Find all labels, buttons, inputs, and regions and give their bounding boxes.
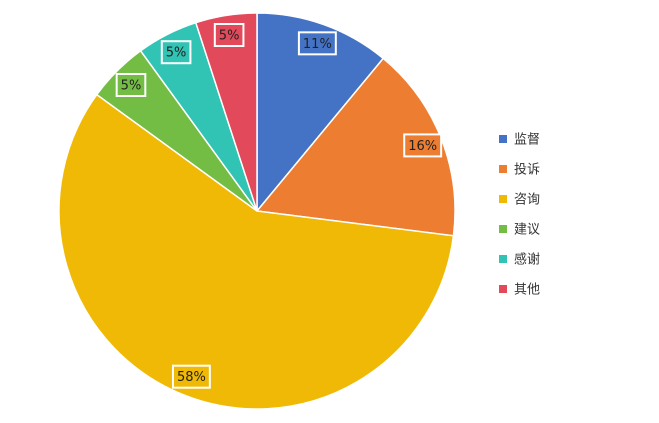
data-label: 5% [115, 72, 147, 97]
legend-label: 监督 [514, 133, 540, 148]
legend-swatch [499, 225, 507, 233]
data-label-text: 5% [219, 28, 240, 43]
data-label: 58% [171, 364, 211, 389]
data-label-box [160, 40, 192, 65]
data-label-text: 5% [166, 46, 187, 61]
pie-slice [256, 12, 385, 214]
legend-swatch [499, 135, 507, 143]
data-label-text: 16% [408, 139, 437, 154]
data-label: 16% [403, 133, 443, 158]
legend-label: 感谢 [514, 252, 540, 268]
data-label-box [403, 133, 443, 158]
data-label-text: 11% [303, 37, 332, 52]
legend-swatch [499, 285, 507, 293]
legend-swatch [499, 255, 507, 263]
pie-slice [194, 12, 258, 212]
data-label: 5% [213, 22, 245, 47]
data-label-text: 5% [121, 78, 142, 93]
data-label: 11% [297, 31, 337, 56]
data-label-box [171, 364, 211, 389]
legend-label: 咨询 [514, 193, 540, 208]
legend-label: 建议 [514, 223, 540, 238]
pie-slice [58, 93, 455, 410]
data-label-box [297, 31, 337, 56]
legend-label: 投诉 [514, 162, 540, 178]
legend-label: 其他 [514, 283, 540, 298]
data-label-text: 58% [177, 370, 206, 385]
legend-swatch [499, 195, 507, 203]
data-label: 5% [160, 40, 192, 65]
data-label-box [115, 72, 147, 97]
data-label-box [213, 22, 245, 47]
legend-swatch [499, 165, 507, 173]
